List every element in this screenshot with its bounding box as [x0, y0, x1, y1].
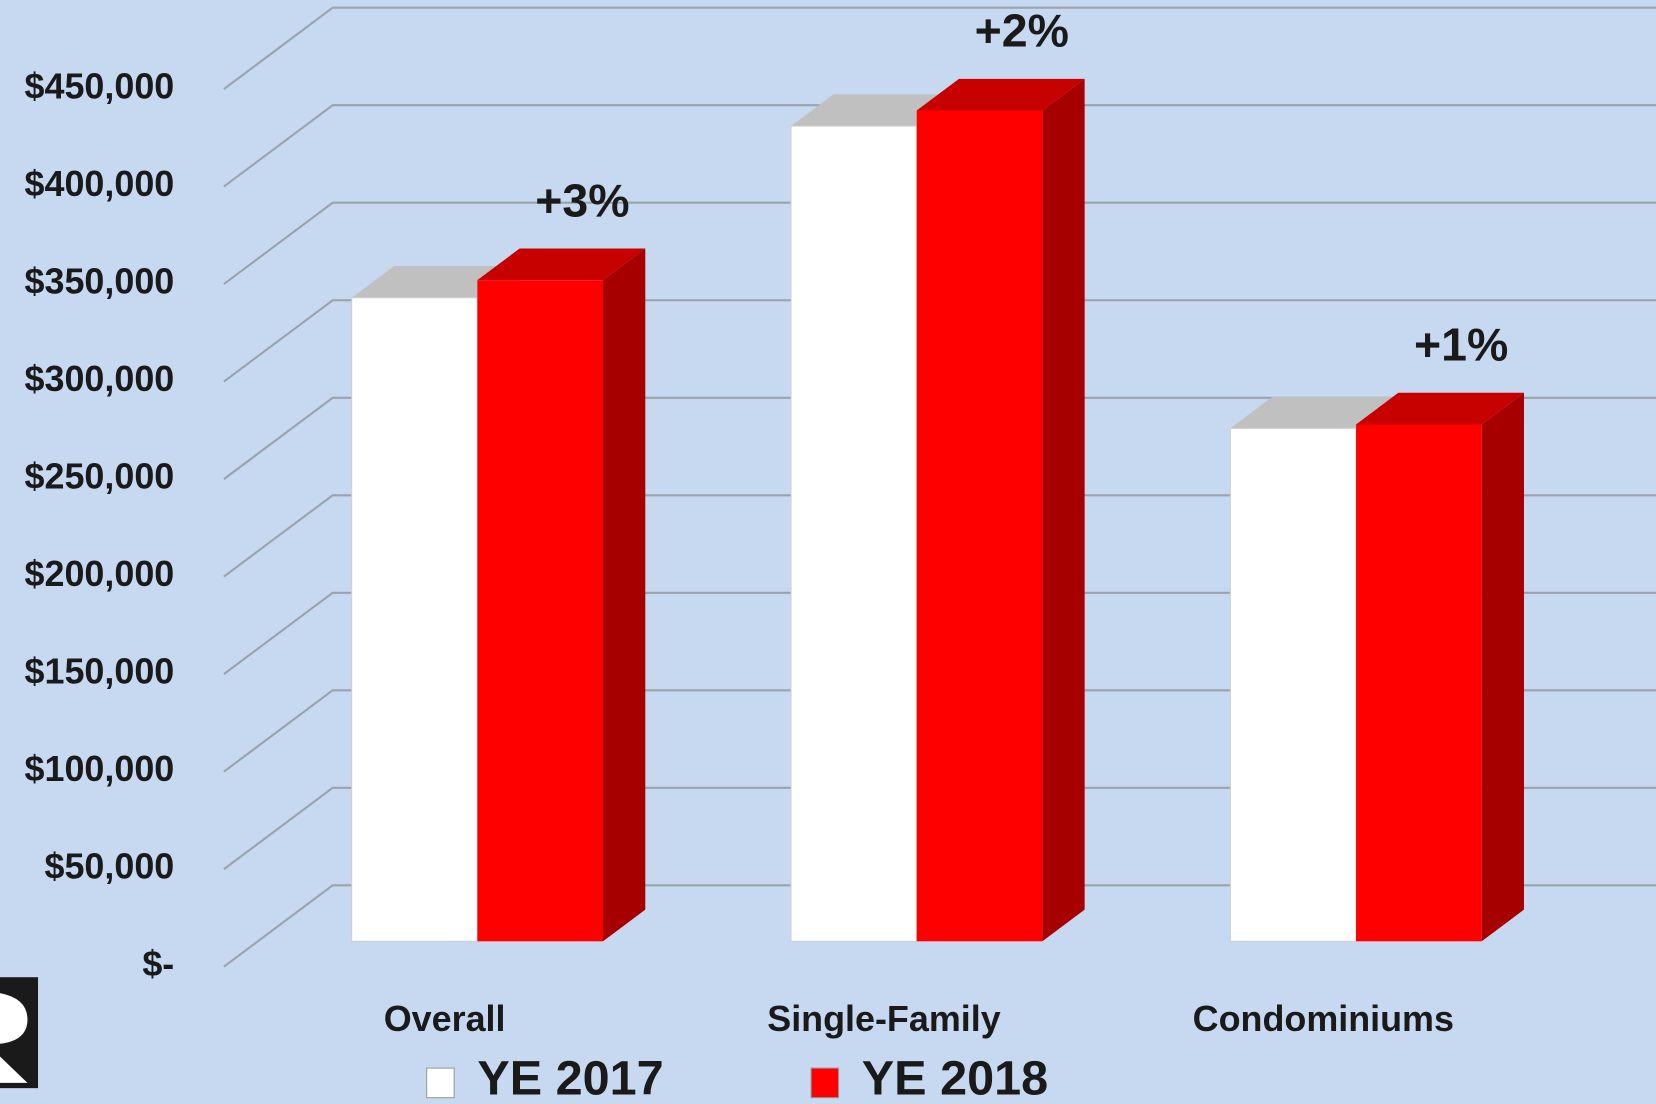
bar-top	[477, 248, 646, 281]
x-tick-label: Single-Family	[767, 998, 1000, 1039]
bar-top	[1356, 392, 1524, 425]
y-tick-label: $150,000	[25, 651, 175, 692]
bar	[790, 125, 918, 942]
y-tick-label: $300,000	[25, 358, 175, 399]
grid-line	[223, 6, 1656, 90]
legend-swatch	[426, 1067, 455, 1099]
grid-line	[223, 299, 1656, 383]
logo-shape	[0, 993, 28, 1083]
y-tick-label: $450,000	[25, 66, 175, 107]
y-tick-label: $100,000	[25, 748, 175, 789]
grid-line	[223, 884, 1656, 968]
annotation: +2%	[975, 5, 1069, 57]
annotation: +3%	[535, 174, 629, 226]
bar	[916, 110, 1043, 942]
y-tick-label: $-	[142, 943, 174, 984]
logo	[0, 977, 39, 1089]
bar-top	[916, 78, 1085, 111]
bar	[351, 297, 478, 942]
grid-line	[223, 689, 1656, 773]
bar-side	[1481, 392, 1524, 942]
grid-line	[223, 104, 1656, 188]
legend-label: YE 2017	[477, 1052, 663, 1104]
y-tick-label: $200,000	[25, 553, 175, 594]
legend-label: YE 2018	[862, 1052, 1048, 1104]
y-tick-label: $350,000	[25, 261, 175, 302]
y-tick-label: $400,000	[25, 163, 175, 204]
annotation: +1%	[1414, 319, 1508, 371]
bar	[1229, 427, 1357, 942]
y-tick-label: $250,000	[25, 456, 175, 497]
bar-top	[1230, 396, 1399, 429]
bar-side	[603, 248, 646, 942]
x-tick-label: Overall	[384, 998, 506, 1039]
bar-side	[1042, 78, 1085, 942]
legend-swatch	[810, 1067, 840, 1099]
bar	[1356, 424, 1482, 942]
grid-line	[223, 494, 1656, 578]
grid-line	[223, 591, 1656, 675]
y-tick-label: $50,000	[44, 846, 174, 887]
grid-line	[223, 201, 1656, 285]
bar	[477, 280, 604, 942]
grid-line	[223, 396, 1656, 480]
grid-line	[223, 786, 1656, 870]
x-tick-label: Condominiums	[1193, 998, 1454, 1039]
